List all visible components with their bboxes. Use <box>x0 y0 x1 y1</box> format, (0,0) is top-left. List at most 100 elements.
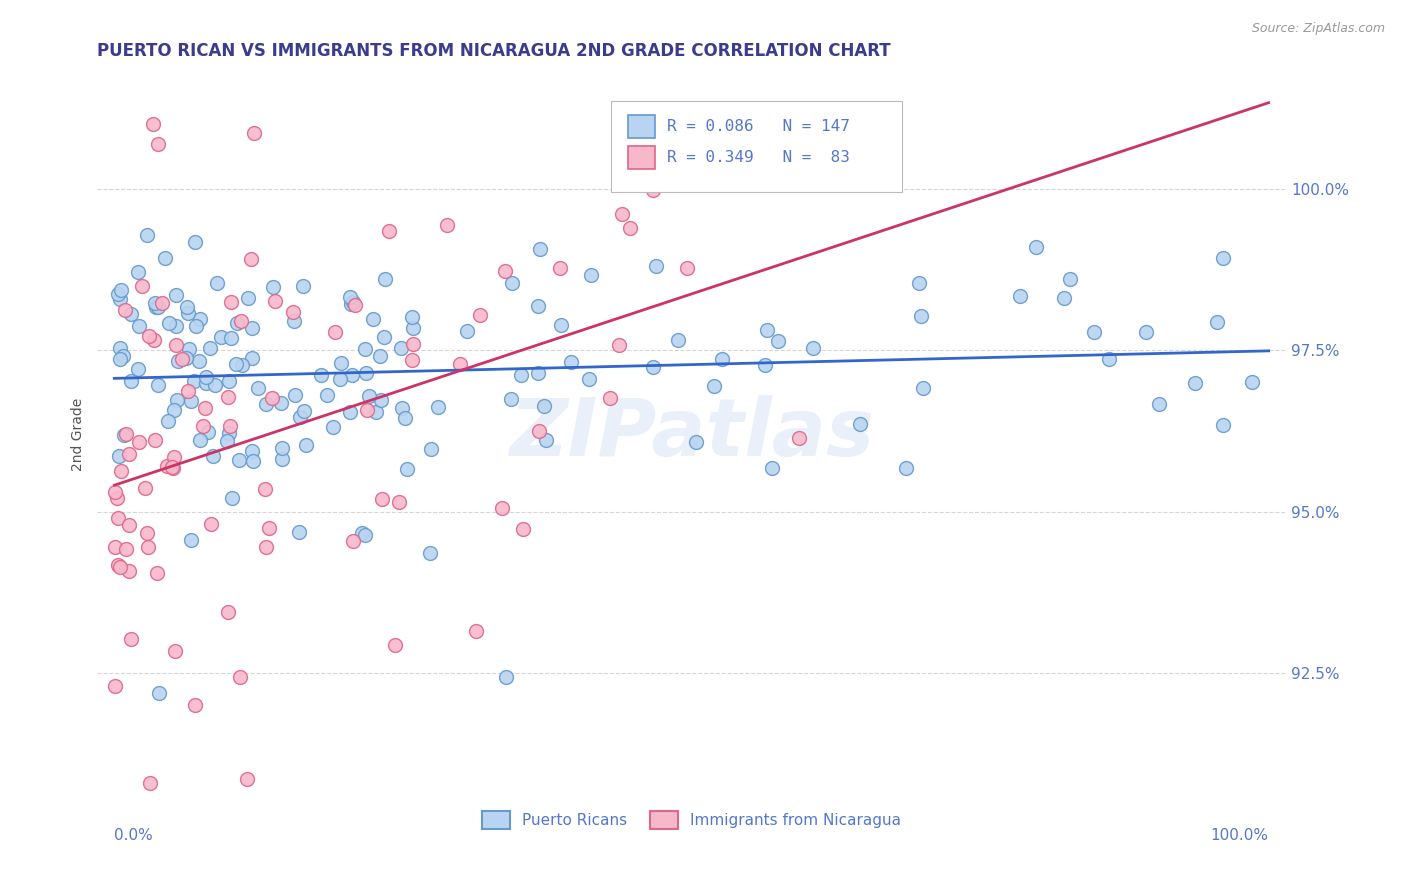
Point <box>229 313 252 327</box>
Point <box>315 388 337 402</box>
Point <box>136 525 159 540</box>
Point <box>501 392 523 406</box>
Point <box>120 307 142 321</box>
Point <box>240 321 263 335</box>
Point <box>391 401 413 415</box>
Point <box>579 268 602 283</box>
Y-axis label: 2nd Grade: 2nd Grade <box>72 398 86 471</box>
Point <box>323 326 346 340</box>
Point <box>253 482 276 496</box>
Point <box>607 338 630 352</box>
Point <box>550 318 572 332</box>
Point <box>204 377 226 392</box>
Point <box>396 462 419 476</box>
Point <box>359 389 381 403</box>
Point <box>166 393 188 408</box>
Text: R = 0.349   N =  83: R = 0.349 N = 83 <box>666 150 849 165</box>
Point <box>665 170 688 185</box>
Point <box>340 368 363 382</box>
Point <box>104 541 127 555</box>
Point <box>529 424 551 438</box>
Point <box>118 448 141 462</box>
Point <box>512 522 534 536</box>
Text: ZIPatlas: ZIPatlas <box>509 395 875 473</box>
Point <box>468 308 491 322</box>
Point <box>256 397 278 411</box>
Point <box>641 183 664 197</box>
Point <box>419 442 441 456</box>
Point <box>368 349 391 363</box>
Point <box>162 460 184 475</box>
Point <box>619 220 641 235</box>
Point <box>329 372 352 386</box>
Point <box>465 624 488 638</box>
Point <box>162 461 184 475</box>
Point <box>115 542 138 557</box>
Point <box>217 390 239 404</box>
Point <box>188 312 211 326</box>
Point <box>197 425 219 439</box>
Point <box>146 378 169 392</box>
Point <box>112 349 135 363</box>
Point <box>229 669 252 683</box>
Point <box>218 419 240 434</box>
Point <box>150 296 173 310</box>
Text: 0.0%: 0.0% <box>114 828 153 843</box>
Point <box>284 387 307 401</box>
Point <box>908 276 931 290</box>
Point <box>911 381 934 395</box>
Text: R = 0.086   N = 147: R = 0.086 N = 147 <box>666 120 849 134</box>
FancyBboxPatch shape <box>628 146 655 169</box>
Point <box>1212 418 1234 433</box>
Point <box>243 126 266 140</box>
Point <box>529 242 551 256</box>
Point <box>165 338 187 352</box>
Point <box>394 411 416 425</box>
Point <box>491 501 513 516</box>
Point <box>163 450 186 465</box>
Point <box>1052 291 1074 305</box>
Point <box>436 219 458 233</box>
Point <box>194 370 217 384</box>
Point <box>148 686 170 700</box>
Point <box>787 431 810 445</box>
Point <box>1025 240 1047 254</box>
Point <box>260 391 283 405</box>
Point <box>658 154 681 169</box>
Point <box>240 443 263 458</box>
Point <box>374 272 396 286</box>
Point <box>228 453 250 467</box>
Point <box>281 304 304 318</box>
Point <box>339 290 361 304</box>
Point <box>195 376 218 390</box>
FancyBboxPatch shape <box>628 115 655 138</box>
Point <box>578 372 600 386</box>
Point <box>131 279 153 293</box>
Point <box>494 264 516 278</box>
Point <box>104 485 127 500</box>
Point <box>146 300 169 314</box>
Point <box>217 606 239 620</box>
Point <box>761 460 783 475</box>
Point <box>145 300 167 314</box>
Point <box>361 312 384 326</box>
Point <box>134 481 156 495</box>
Point <box>176 306 198 320</box>
Point <box>146 136 169 151</box>
Point <box>218 374 240 388</box>
Point <box>291 279 314 293</box>
Point <box>108 450 131 464</box>
Point <box>401 310 423 325</box>
Point <box>259 521 281 535</box>
Point <box>322 420 344 434</box>
Point <box>117 564 139 578</box>
Point <box>350 526 373 541</box>
Point <box>449 357 471 371</box>
Point <box>254 540 277 554</box>
Point <box>107 558 129 572</box>
Point <box>194 401 217 415</box>
Point <box>401 352 423 367</box>
Point <box>108 292 131 306</box>
Point <box>419 546 441 560</box>
Point <box>427 401 450 415</box>
